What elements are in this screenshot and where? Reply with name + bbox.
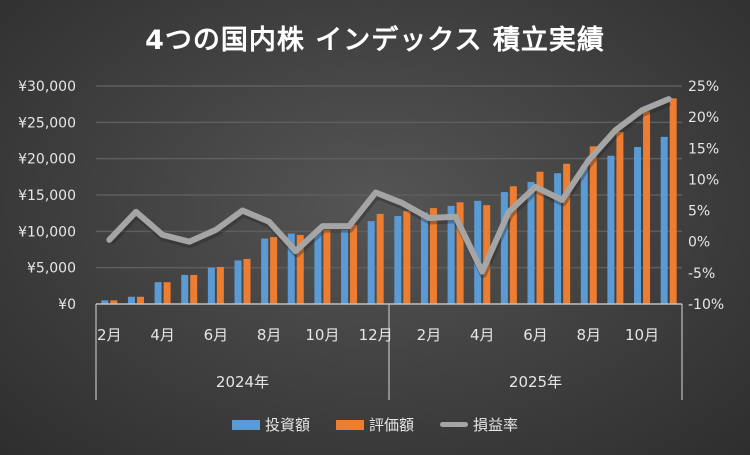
year-label: 2024年 [216,373,269,391]
bar-valuation [376,213,384,304]
right-tick-label: 15% [688,141,719,157]
bar-investment [287,233,295,304]
bar-investment [527,181,535,304]
right-tick-label: 10% [688,172,719,188]
month-label: 6月 [204,326,229,344]
bar-investment [261,238,269,304]
bar-valuation [190,274,198,304]
bar-investment [447,205,455,304]
bar-investment [207,267,215,304]
bar-valuation [616,131,624,304]
month-label: 8月 [576,326,601,344]
bar-valuation [110,300,118,304]
bar-investment [634,147,642,304]
bar-valuation [296,234,304,304]
month-label: 8月 [257,326,282,344]
bar-investment [127,296,135,304]
left-tick-label: ¥0 [58,297,76,313]
bar-investment [607,155,615,304]
chart-title: 4つの国内株 インデックス 積立実績 [145,25,605,56]
legend-item-return-rate: 損益率 [440,414,518,435]
bar-valuation [589,146,597,304]
legend-swatch [440,422,468,427]
month-label: 4月 [470,326,495,344]
bar-valuation [429,208,437,304]
left-tick-label: ¥20,000 [18,152,76,168]
legend-item-investment: 投資額 [231,414,310,435]
bar-valuation [403,210,411,304]
bar-investment [420,212,428,304]
left-tick-label: ¥10,000 [18,224,76,240]
legend-swatch [231,419,260,430]
bar-investment [474,200,482,304]
right-tick-label: -5% [688,266,715,282]
left-tick-label: ¥5,000 [27,261,76,277]
bar-valuation [643,111,651,304]
right-tick-label: 20% [688,110,719,126]
bar-valuation [536,171,544,304]
year-label: 2025年 [509,373,562,391]
bar-investment [580,165,588,304]
month-label: 2月 [417,326,442,344]
bar-valuation [350,224,358,304]
bar-valuation [563,163,571,304]
legend-label: 損益率 [473,416,519,434]
right-tick-label: 0% [688,235,710,251]
bar-investment [154,282,162,304]
month-label: 2月 [97,326,122,344]
bar-valuation [323,229,331,304]
bar-investment [367,221,375,304]
bar-valuation [136,296,144,304]
bar-investment [181,274,189,304]
bar-investment [234,260,242,304]
bar-valuation [270,237,278,304]
return-rate-line [106,96,672,275]
legend-swatch [335,419,364,430]
legend: 投資額 評価額 損益率 [0,414,750,435]
right-tick-label: 25% [688,79,719,95]
month-label: 12月 [359,326,393,344]
right-tick-label: 5% [688,204,710,220]
bar-investment [394,216,402,304]
bar-valuation [243,258,251,304]
month-label: 10月 [305,326,339,344]
bar-valuation [509,186,517,304]
legend-item-valuation: 評価額 [335,414,414,435]
bar-investment [554,173,562,304]
month-label: 10月 [625,326,659,344]
bar-investment [101,300,109,304]
bar-valuation [669,98,677,304]
bar-investment [314,229,322,304]
left-tick-label: ¥25,000 [18,115,76,131]
bar-investment [660,136,668,304]
bar-valuation [456,202,464,304]
bar-investment [500,192,508,304]
legend-label: 投資額 [264,416,310,434]
bar-valuation [216,266,224,304]
left-tick-label: ¥15,000 [18,188,76,204]
legend-label: 評価額 [368,416,414,434]
left-tick-label: ¥30,000 [18,79,76,95]
bar-investment [341,229,349,304]
month-label: 6月 [523,326,548,344]
month-label: 4月 [150,326,175,344]
bar-valuation [163,282,171,304]
right-tick-label: -10% [688,297,724,313]
